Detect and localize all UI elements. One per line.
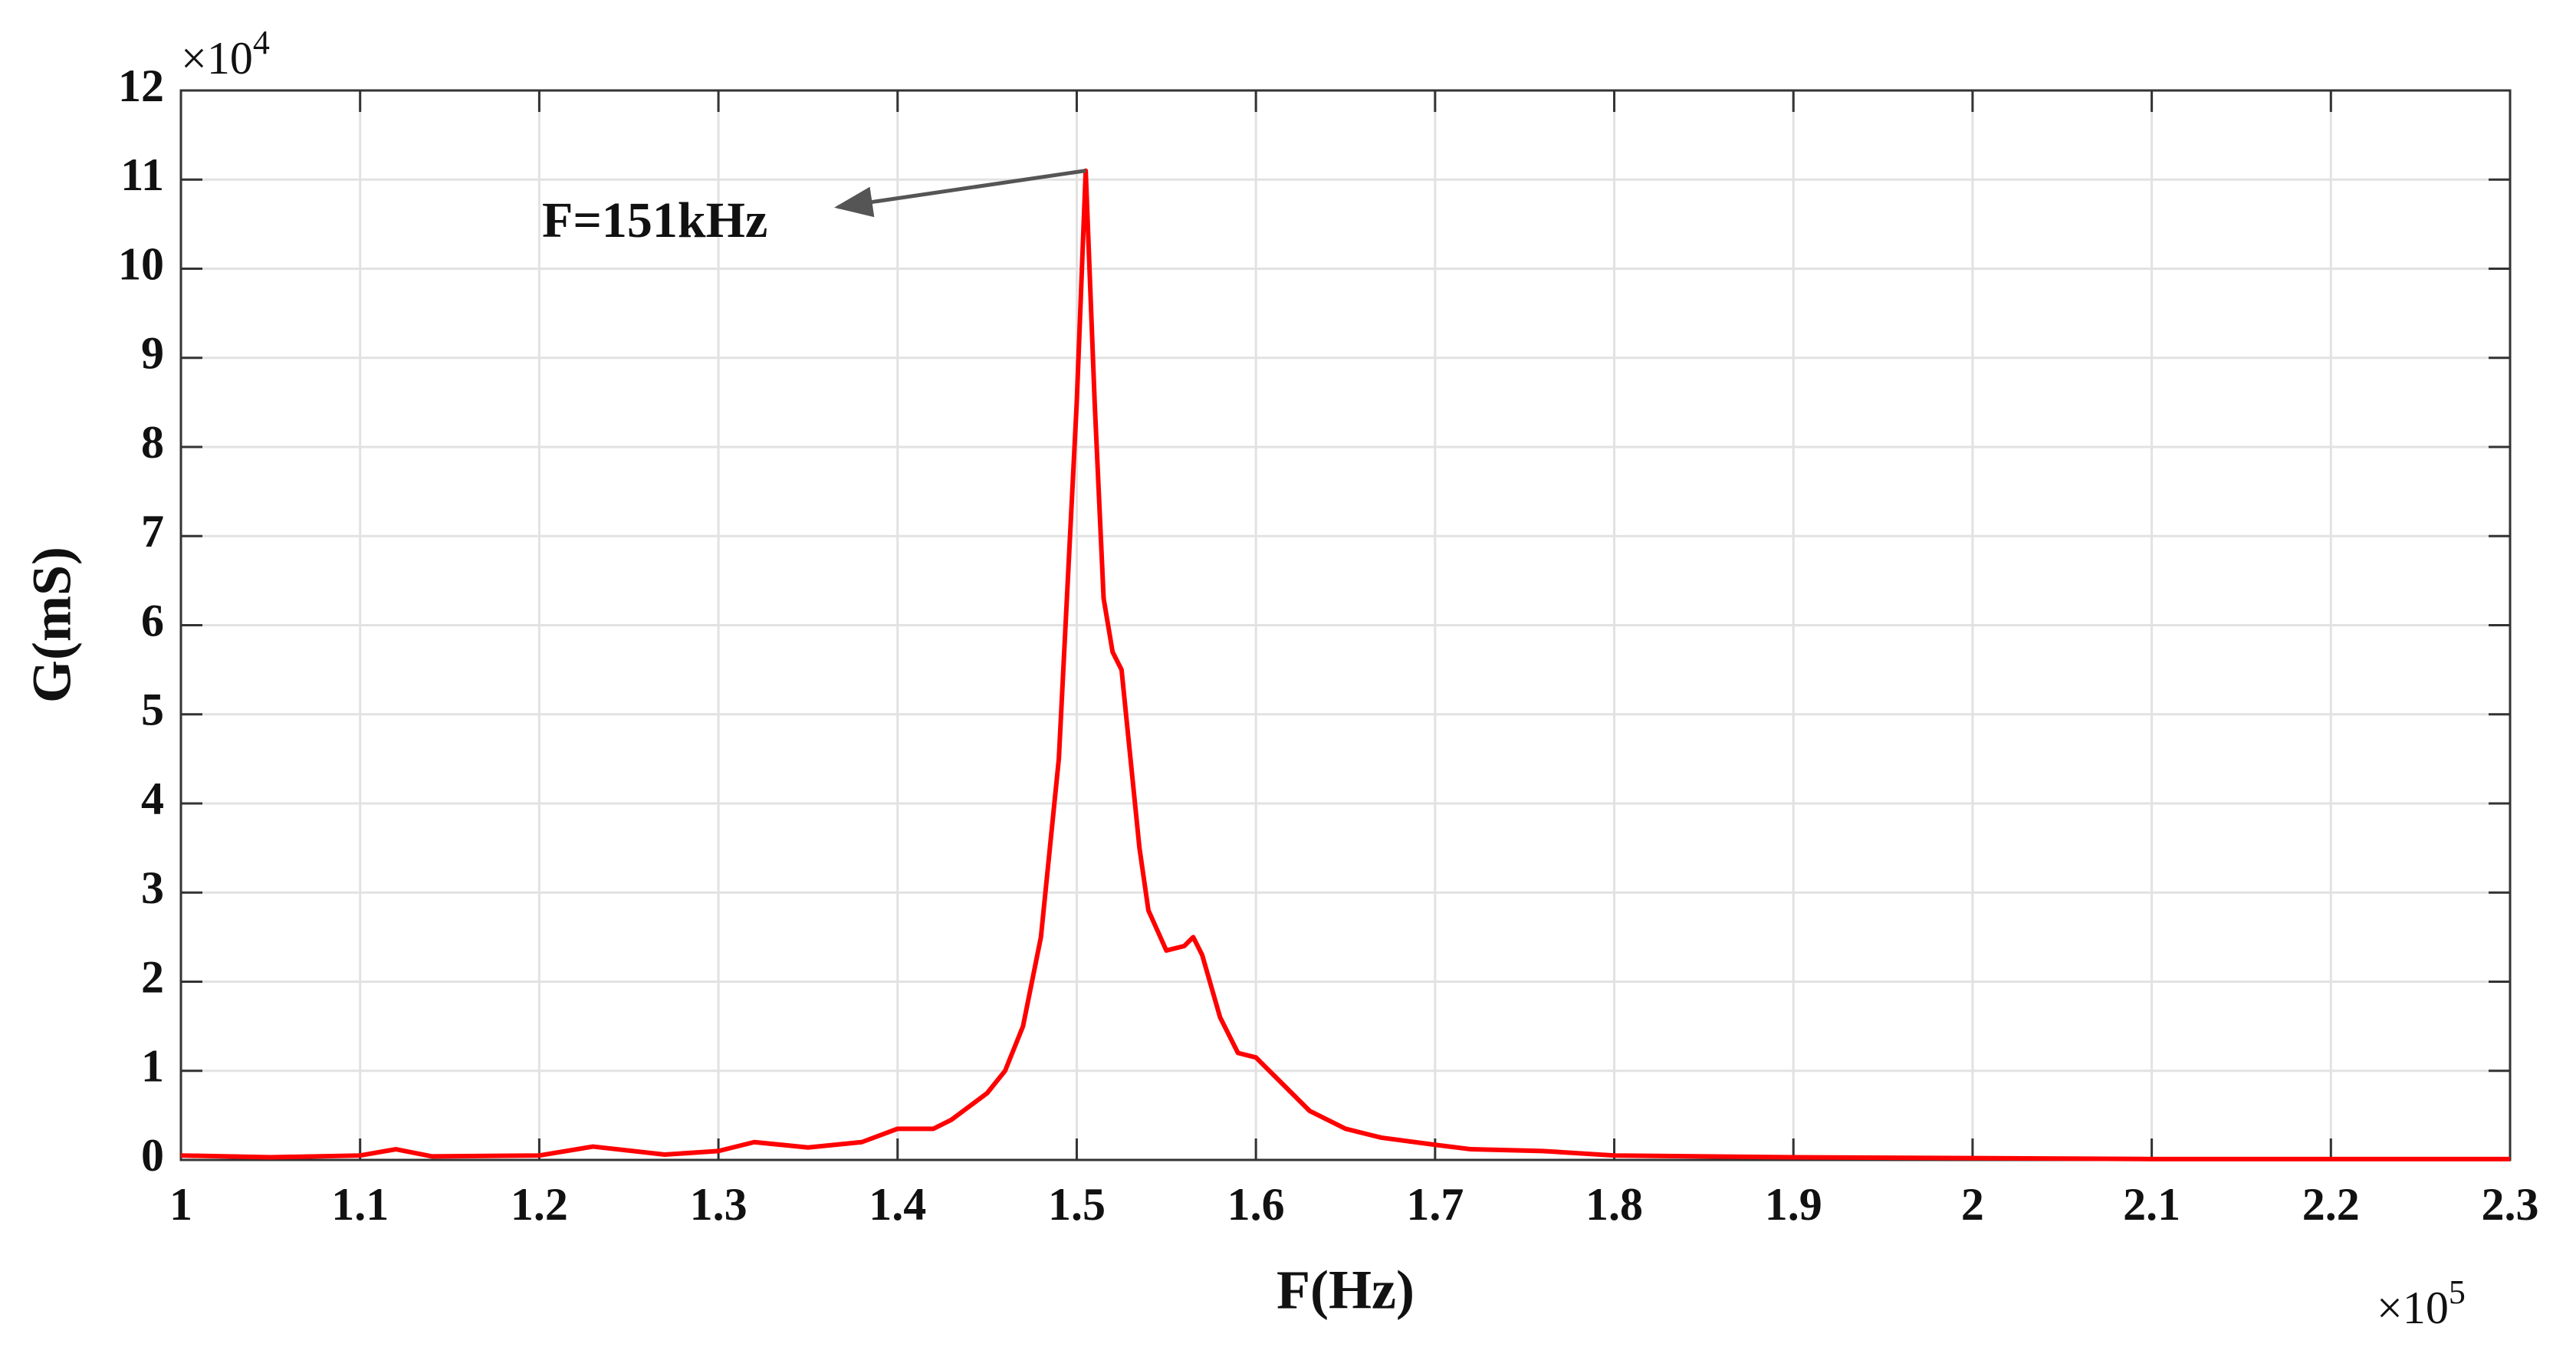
x-multiplier-base: ×10 [2377, 1283, 2449, 1333]
y-tick-label: 9 [141, 328, 164, 379]
y-tick-label: 7 [141, 506, 164, 557]
y-tick-label: 1 [141, 1041, 164, 1092]
plot-frame [179, 89, 2512, 1161]
y-tick-label: 11 [120, 149, 164, 200]
x-tick-label: 1.8 [1585, 1179, 1643, 1230]
x-multiplier-exponent: 5 [2449, 1273, 2466, 1311]
x-tick-label: 1.1 [331, 1179, 389, 1230]
line [180, 168, 2510, 1161]
x-tick-label: 2.3 [2482, 1179, 2539, 1230]
y-multiplier: ×104 [181, 24, 270, 84]
y-tick-label: 6 [141, 595, 164, 646]
y-multiplier-exponent: 4 [253, 24, 270, 61]
y-tick-label: 12 [118, 61, 164, 111]
x-tick-label: 2.1 [2123, 1179, 2180, 1230]
y-multiplier-base: ×10 [181, 33, 253, 84]
x-tick-label: 1.6 [1227, 1179, 1285, 1230]
x-tick-label: 1.9 [1765, 1179, 1822, 1230]
x-tick-label: 1 [169, 1179, 192, 1230]
x-tick-label: 1.5 [1048, 1179, 1106, 1230]
y-axis-label: G(mS) [21, 547, 83, 703]
x-tick-label: 1.7 [1406, 1179, 1464, 1230]
y-tick-label: 3 [141, 862, 164, 913]
annotation: F=151kHz [542, 192, 767, 248]
x-axis-label: F(Hz) [1276, 1260, 1414, 1321]
x-tick-label: 1.2 [511, 1179, 568, 1230]
x-tick-label: 1.4 [869, 1179, 926, 1230]
y-tick-label: 8 [141, 417, 164, 468]
y-tick-label: 10 [118, 238, 164, 289]
x-tick-label: 2 [1961, 1179, 1984, 1230]
y-tick-label: 4 [141, 774, 164, 824]
x-tick-label: 1.3 [690, 1179, 748, 1230]
x-tick-label: 2.2 [2302, 1179, 2360, 1230]
y-tick-label: 5 [141, 685, 164, 735]
y-tick-label: 2 [141, 951, 164, 1002]
annotation-arrow [834, 169, 1086, 218]
x-multiplier: ×105 [2377, 1273, 2466, 1333]
y-tick-label: 0 [141, 1130, 164, 1181]
